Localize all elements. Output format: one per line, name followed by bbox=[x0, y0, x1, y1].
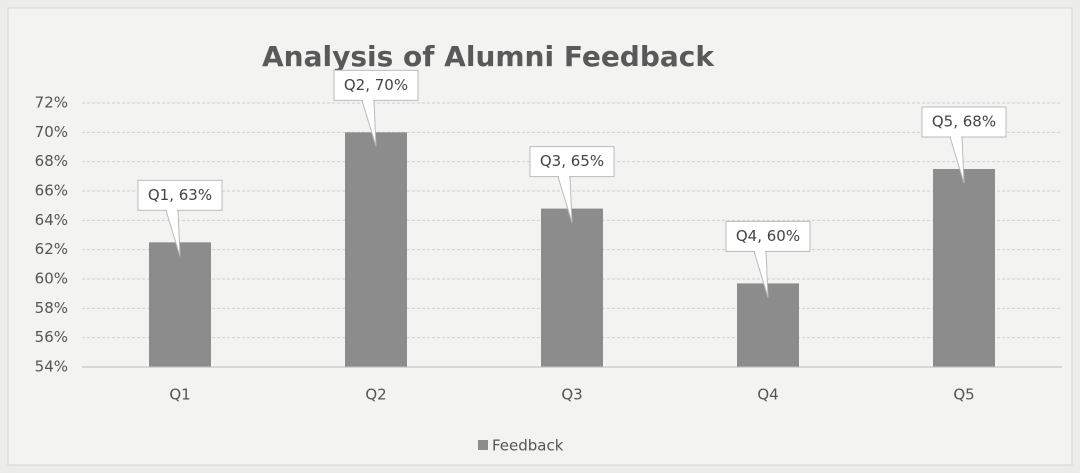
data-label: Q1, 63% bbox=[148, 186, 212, 204]
callout-box bbox=[333, 69, 419, 101]
chart-title: Analysis of Alumni Feedback bbox=[262, 40, 715, 73]
x-tick-label: Q5 bbox=[953, 386, 974, 404]
callout-joint bbox=[951, 136, 961, 138]
data-label: Q5, 68% bbox=[932, 113, 996, 131]
callout-box bbox=[921, 106, 1007, 138]
callout-box bbox=[137, 179, 223, 211]
y-tick-label: 70% bbox=[35, 123, 68, 141]
data-label: Q2, 70% bbox=[344, 76, 408, 94]
y-tick-label: 66% bbox=[35, 182, 68, 200]
callout-box bbox=[725, 220, 811, 252]
legend-swatch bbox=[478, 440, 488, 450]
callout-joint bbox=[559, 175, 569, 178]
y-tick-label: 62% bbox=[35, 240, 68, 258]
bar bbox=[149, 242, 211, 367]
y-tick-label: 72% bbox=[35, 94, 68, 112]
callout-box bbox=[529, 146, 615, 178]
y-tick-label: 68% bbox=[35, 152, 68, 170]
bar bbox=[345, 132, 407, 367]
y-tick-label: 64% bbox=[35, 211, 68, 229]
x-tick-label: Q2 bbox=[365, 386, 386, 404]
x-tick-label: Q1 bbox=[169, 386, 190, 404]
bar bbox=[933, 169, 995, 367]
data-label: Q3, 65% bbox=[540, 152, 604, 170]
x-tick-label: Q4 bbox=[757, 386, 778, 404]
y-tick-label: 58% bbox=[35, 299, 68, 317]
callout-joint bbox=[167, 209, 177, 212]
bar bbox=[541, 208, 603, 367]
data-label: Q4, 60% bbox=[736, 227, 800, 245]
y-tick-label: 54% bbox=[35, 358, 68, 376]
chart-area bbox=[7, 7, 1073, 466]
x-tick-label: Q3 bbox=[561, 386, 582, 404]
y-tick-label: 60% bbox=[35, 270, 68, 288]
callout-joint bbox=[755, 250, 765, 253]
legend-label: Feedback bbox=[492, 437, 564, 455]
y-tick-label: 56% bbox=[35, 328, 68, 346]
callout-joint bbox=[363, 99, 373, 102]
